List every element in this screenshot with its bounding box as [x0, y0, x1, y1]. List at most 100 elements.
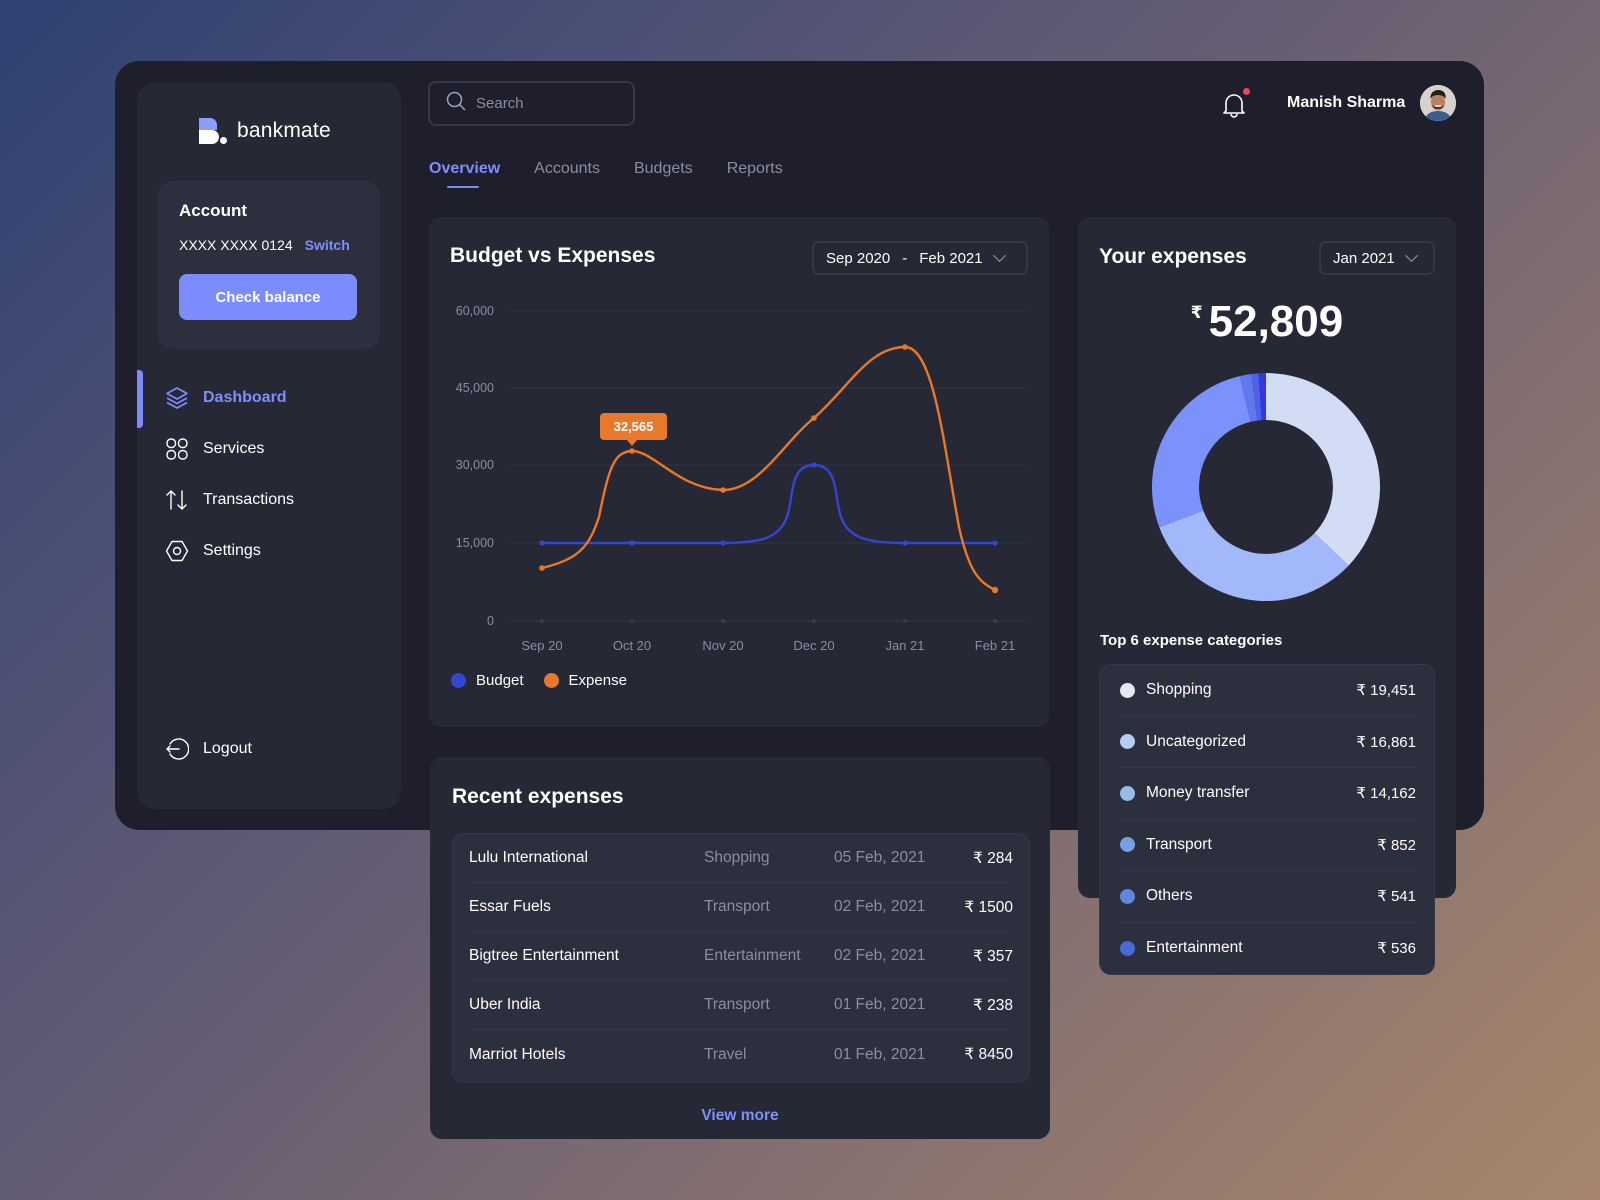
grid-icon: [165, 437, 189, 461]
donut-segment-shopping: [1266, 373, 1381, 566]
list-item[interactable]: Money transfer ₹ 14,162: [1118, 768, 1416, 820]
sidebar-item-transactions[interactable]: Transactions: [137, 474, 401, 525]
logout-button[interactable]: Logout: [165, 737, 252, 761]
recent-expenses-card: Recent expenses Lulu International Shopp…: [430, 757, 1050, 1139]
tab-reports[interactable]: Reports: [726, 160, 783, 177]
tooltip-value: 32,565: [613, 419, 654, 434]
category-amount: ₹ 541: [1377, 888, 1416, 906]
budget-vs-expenses-card: Budget vs Expenses Sep 2020 - Feb 2021 6…: [429, 217, 1049, 727]
expense-amount: ₹ 284: [972, 849, 1013, 867]
currency-symbol: ₹: [1190, 303, 1203, 322]
sidebar-nav: Dashboard Services Transactions Settings: [137, 370, 401, 576]
check-balance-button[interactable]: Check balance: [179, 274, 357, 320]
legend-label: Expense: [568, 672, 627, 689]
expense-date: 01 Feb, 2021: [834, 1045, 926, 1063]
user-avatar-icon: [1420, 85, 1456, 121]
view-more-link[interactable]: View more: [701, 1107, 779, 1124]
donut-segment-uncategorized: [1159, 510, 1349, 602]
sidebar-item-label: Dashboard: [203, 388, 287, 406]
category-name: Others: [1146, 887, 1193, 905]
notifications-button[interactable]: [1222, 88, 1250, 120]
sidebar: bankmate Account XXXX XXXX 0124 Switch C…: [137, 82, 401, 809]
category-name: Money transfer: [1146, 784, 1250, 802]
table-row[interactable]: Essar Fuels Transport 02 Feb, 2021 ₹ 150…: [469, 883, 1013, 932]
category-amount: ₹ 16,861: [1356, 733, 1416, 751]
logout-icon: [165, 737, 189, 761]
search-input[interactable]: [476, 95, 616, 112]
settings-hexagon-icon: [165, 539, 189, 563]
sidebar-item-services[interactable]: Services: [137, 423, 401, 474]
list-item[interactable]: Transport ₹ 852: [1118, 820, 1416, 871]
category-dot-icon: [1120, 940, 1135, 956]
category-name: Uncategorized: [1146, 732, 1246, 750]
expense-amount: ₹ 357: [972, 947, 1013, 965]
bell-icon: [1223, 94, 1245, 118]
total-expense: ₹52,809: [1078, 297, 1456, 347]
merchant-name: Marriot Hotels: [469, 1045, 566, 1063]
table-row[interactable]: Marriot Hotels Travel 01 Feb, 2021 ₹ 845…: [469, 1030, 1013, 1079]
top-categories-title: Top 6 expense categories: [1100, 632, 1283, 649]
tab-accounts[interactable]: Accounts: [534, 160, 600, 177]
list-item[interactable]: Others ₹ 541: [1118, 871, 1416, 923]
card-title: Your expenses: [1099, 245, 1247, 268]
sidebar-item-settings[interactable]: Settings: [137, 525, 401, 576]
category-dot-icon: [1120, 734, 1135, 750]
y-tick: 45,000: [456, 381, 494, 395]
expenses-table: Lulu International Shopping 05 Feb, 2021…: [452, 833, 1030, 1083]
sidebar-item-label: Services: [203, 439, 265, 457]
category-name: Entertainment: [1146, 939, 1243, 957]
expense-category: Travel: [704, 1045, 747, 1063]
category-dot-icon: [1120, 888, 1135, 904]
avatar[interactable]: [1420, 85, 1456, 121]
expense-date: 01 Feb, 2021: [834, 996, 926, 1013]
tooltip: [600, 413, 667, 446]
expense-donut-chart: [1151, 372, 1381, 602]
y-tick: 0: [487, 614, 494, 628]
logout-label: Logout: [203, 740, 252, 757]
month-dropdown[interactable]: Jan 2021: [1319, 241, 1435, 275]
expense-amount: ₹ 238: [972, 996, 1013, 1014]
category-dot-icon: [1120, 682, 1135, 698]
layers-icon: [165, 386, 189, 410]
account-number: XXXX XXXX 0124: [179, 237, 293, 253]
search-box[interactable]: [428, 81, 635, 126]
expense-amount: ₹ 1500: [964, 898, 1013, 916]
legend-expense[interactable]: Expense: [543, 672, 627, 689]
table-row[interactable]: Bigtree Entertainment Entertainment 02 F…: [469, 932, 1013, 981]
table-row[interactable]: Lulu International Shopping 05 Feb, 2021…: [469, 834, 1013, 883]
expense-line: [541, 345, 996, 592]
range-separator: -: [902, 249, 908, 267]
merchant-name: Uber India: [469, 996, 541, 1013]
list-item[interactable]: Shopping ₹ 19,451: [1118, 665, 1416, 717]
x-tick: Feb 21: [975, 638, 1015, 653]
user-name[interactable]: Manish Sharma: [1287, 94, 1406, 111]
merchant-name: Bigtree Entertainment: [469, 947, 619, 964]
chart-legend: Budget Expense: [451, 672, 627, 689]
expense-category: Transport: [704, 898, 770, 915]
notification-badge: [1243, 88, 1250, 95]
expense-date: 05 Feb, 2021: [834, 849, 926, 866]
table-row[interactable]: Uber India Transport 01 Feb, 2021 ₹ 238: [469, 981, 1013, 1030]
list-item[interactable]: Entertainment ₹ 536: [1118, 923, 1416, 975]
expense-category: Shopping: [704, 849, 770, 866]
y-tick: 15,000: [456, 536, 494, 550]
expense-category: Entertainment: [704, 947, 801, 964]
y-tick: 30,000: [456, 458, 494, 472]
bankmate-logo-icon: [199, 118, 227, 144]
category-name: Transport: [1146, 835, 1212, 853]
search-icon: [446, 91, 466, 116]
account-card: Account XXXX XXXX 0124 Switch Check bala…: [158, 181, 380, 349]
sidebar-item-dashboard[interactable]: Dashboard: [137, 370, 401, 428]
legend-dot-icon: [451, 673, 466, 688]
brand-logo[interactable]: bankmate: [199, 118, 331, 144]
date-range-dropdown[interactable]: Sep 2020 - Feb 2021: [812, 241, 1028, 275]
tab-budgets[interactable]: Budgets: [633, 160, 693, 177]
list-item[interactable]: Uncategorized ₹ 16,861: [1118, 717, 1416, 768]
x-tick: Dec 20: [793, 638, 834, 653]
expense-date: 02 Feb, 2021: [834, 947, 926, 964]
card-title: Recent expenses: [452, 785, 624, 808]
switch-account-link[interactable]: Switch: [304, 237, 350, 253]
tab-overview[interactable]: Overview: [429, 160, 500, 188]
legend-dot-icon: [543, 673, 559, 688]
legend-budget[interactable]: Budget: [451, 672, 524, 689]
